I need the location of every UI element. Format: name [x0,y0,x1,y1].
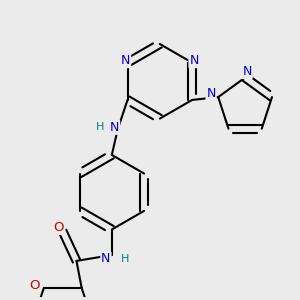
Text: H: H [96,122,104,132]
Text: H: H [122,254,130,264]
Text: N: N [101,252,111,266]
Text: O: O [29,279,39,292]
Text: N: N [242,65,252,78]
Text: N: N [206,87,216,100]
Text: N: N [110,121,119,134]
Text: O: O [54,221,64,234]
Text: N: N [189,54,199,67]
Text: N: N [121,54,130,67]
